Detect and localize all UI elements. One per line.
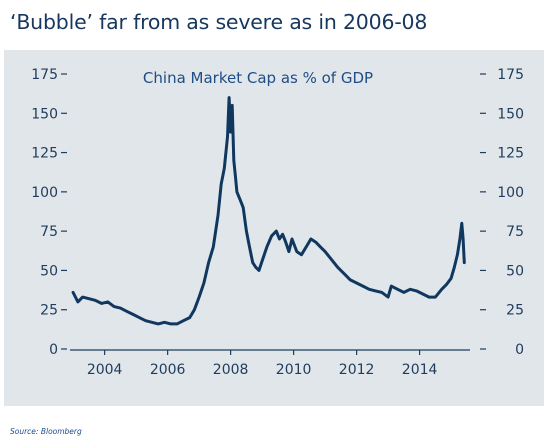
y-tick-label-right: 0 <box>515 342 524 358</box>
x-tick-label: 2010 <box>276 362 312 378</box>
y-tick-label-left: 150 <box>31 106 58 122</box>
x-tick-label: 2014 <box>402 362 438 378</box>
y-tick-label-right: 50 <box>506 263 524 279</box>
x-tick-label: 2012 <box>339 362 375 378</box>
y-tick-label-right: 175 <box>497 67 524 83</box>
y-tick-label-left: 25 <box>40 303 58 319</box>
chart-title: China Market Cap as % of GDP <box>143 69 373 87</box>
chart-panel: China Market Cap as % of GDP 0 0 25 25 50 50 7… <box>4 50 544 406</box>
page-title: ‘Bubble’ far from as severe as in 2006-0… <box>10 10 428 34</box>
axes: 0 0 25 25 50 50 75 75 100 100 125 125 150 150 175 175 20… <box>31 67 524 378</box>
y-tick-label-right: 25 <box>506 303 524 319</box>
series-layer <box>71 96 466 326</box>
y-tick-label-right: 125 <box>497 146 524 162</box>
x-tick-label: 2006 <box>150 362 186 378</box>
line-chart: China Market Cap as % of GDP 0 0 25 25 50 50 7… <box>31 67 524 378</box>
x-tick-label: 2008 <box>213 362 249 378</box>
y-tick-label-left: 175 <box>31 67 58 83</box>
y-tick-label-right: 75 <box>506 224 524 240</box>
y-tick-label-left: 100 <box>31 185 58 201</box>
y-tick-label-left: 125 <box>31 146 58 162</box>
series-line-market-cap <box>71 96 466 326</box>
source-note: Source: Bloomberg <box>10 427 82 436</box>
y-tick-label-right: 150 <box>497 106 524 122</box>
y-tick-label-left: 50 <box>40 263 58 279</box>
y-tick-label-right: 100 <box>497 185 524 201</box>
y-tick-label-left: 0 <box>49 342 58 358</box>
x-tick-label: 2004 <box>87 362 123 378</box>
y-tick-label-left: 75 <box>40 224 58 240</box>
